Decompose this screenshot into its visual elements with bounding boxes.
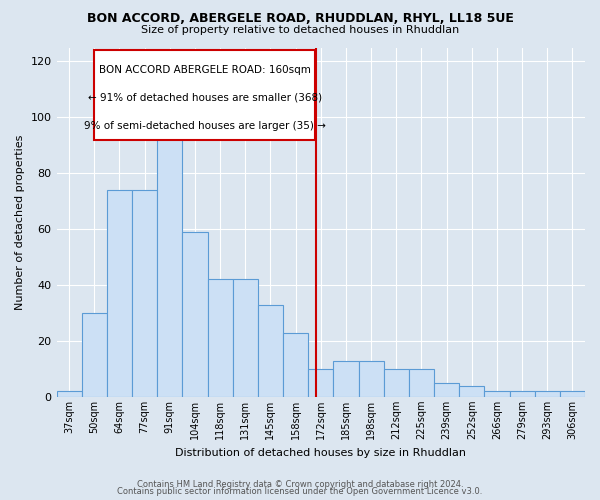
Bar xyxy=(409,369,434,397)
Bar xyxy=(157,132,182,397)
Text: Size of property relative to detached houses in Rhuddlan: Size of property relative to detached ho… xyxy=(141,25,459,35)
Bar xyxy=(283,332,308,397)
Bar xyxy=(308,369,334,397)
Text: Contains public sector information licensed under the Open Government Licence v3: Contains public sector information licen… xyxy=(118,487,482,496)
Bar xyxy=(484,392,509,397)
X-axis label: Distribution of detached houses by size in Rhuddlan: Distribution of detached houses by size … xyxy=(175,448,466,458)
Bar xyxy=(82,313,107,397)
Bar xyxy=(208,280,233,397)
FancyBboxPatch shape xyxy=(94,50,315,140)
Bar xyxy=(132,190,157,397)
Bar xyxy=(56,392,82,397)
Y-axis label: Number of detached properties: Number of detached properties xyxy=(15,134,25,310)
Bar xyxy=(182,232,208,397)
Text: Contains HM Land Registry data © Crown copyright and database right 2024.: Contains HM Land Registry data © Crown c… xyxy=(137,480,463,489)
Bar xyxy=(383,369,409,397)
Bar xyxy=(107,190,132,397)
Bar xyxy=(258,304,283,397)
Text: ← 91% of detached houses are smaller (368): ← 91% of detached houses are smaller (36… xyxy=(88,93,322,103)
Bar xyxy=(359,360,383,397)
Bar xyxy=(535,392,560,397)
Bar xyxy=(509,392,535,397)
Bar xyxy=(560,392,585,397)
Bar xyxy=(434,383,459,397)
Text: BON ACCORD ABERGELE ROAD: 160sqm: BON ACCORD ABERGELE ROAD: 160sqm xyxy=(98,65,311,75)
Bar xyxy=(459,386,484,397)
Text: BON ACCORD, ABERGELE ROAD, RHUDDLAN, RHYL, LL18 5UE: BON ACCORD, ABERGELE ROAD, RHUDDLAN, RHY… xyxy=(86,12,514,26)
Bar xyxy=(334,360,359,397)
Bar xyxy=(233,280,258,397)
Text: 9% of semi-detached houses are larger (35) →: 9% of semi-detached houses are larger (3… xyxy=(83,121,326,131)
